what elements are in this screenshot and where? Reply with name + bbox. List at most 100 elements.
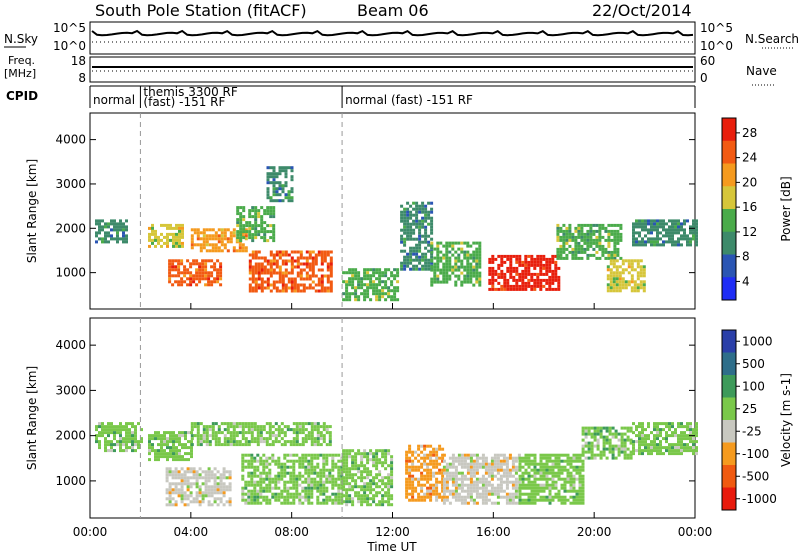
data-cell [400,264,404,268]
data-cell [287,271,291,275]
data-cell [629,456,633,460]
data-cell [509,257,513,261]
data-cell [236,221,240,225]
data-cell [533,453,537,457]
data-cell [211,434,215,438]
data-cell [497,263,501,267]
data-cell [438,471,442,475]
data-cell [562,256,566,260]
data-cell [260,262,264,266]
data-cell [211,243,215,247]
data-cell [251,227,255,231]
data-cell [301,495,305,499]
data-cell [650,219,653,223]
data-cell [490,489,494,493]
data-cell [665,240,668,244]
data-cell [595,244,599,248]
data-cell [334,483,338,487]
colorbar-tick-label: 8 [742,250,750,264]
data-cell [269,271,273,275]
data-cell [125,446,128,450]
data-cell [630,280,634,284]
data-cell [548,489,552,493]
data-cell [578,480,582,484]
data-cell [168,503,172,507]
data-cell [304,437,308,441]
data-cell [277,434,281,438]
data-cell [301,440,305,444]
data-cell [653,243,656,247]
data-cell [689,240,692,244]
data-cell [216,280,220,284]
data-cell [426,468,430,472]
data-cell [348,500,352,504]
data-cell [638,443,641,447]
data-cell [472,489,476,493]
data-cell [650,449,653,453]
data-cell [524,266,528,270]
data-cell [566,453,570,457]
data-cell [208,237,212,241]
data-cell [427,240,431,244]
data-cell [219,482,223,486]
data-cell [290,262,294,266]
data-cell [683,228,686,232]
data-cell [157,431,160,435]
data-cell [151,434,154,438]
data-cell [488,287,492,291]
data-cell [195,262,199,266]
data-cell [220,249,224,253]
data-cell [581,459,585,463]
data-cell [475,492,479,496]
data-cell [248,265,252,269]
data-cell [677,240,680,244]
data-cell [235,431,239,435]
data-cell [211,425,215,429]
data-cell [269,289,273,293]
data-cell [180,277,184,281]
data-cell [311,280,315,284]
data-cell [515,272,519,276]
data-cell [178,440,181,444]
data-cell [605,435,609,439]
data-cell [204,271,208,275]
data-cell [665,431,668,435]
data-cell [415,225,419,229]
data-cell [340,474,344,478]
data-cell [305,250,309,254]
data-cell [514,465,518,469]
data-cell [574,238,578,242]
data-cell [590,435,594,439]
data-cell [256,459,260,463]
data-cell [178,232,181,236]
data-cell [423,459,427,463]
data-cell [274,434,278,438]
data-cell [496,453,500,457]
data-cell [457,453,461,457]
data-cell [323,259,327,263]
data-cell [272,209,276,213]
data-cell [325,456,329,460]
data-cell [238,243,242,247]
data-cell [607,241,611,245]
data-cell [659,434,662,438]
data-cell [518,263,522,267]
data-cell [403,237,407,241]
data-cell [565,253,569,257]
data-cell [236,236,240,240]
data-cell [378,274,382,278]
data-cell [405,471,409,475]
data-cell [433,262,437,266]
data-cell [530,257,534,261]
data-cell [650,443,653,447]
data-cell [512,287,516,291]
data-cell [463,489,467,493]
data-cell [607,253,611,257]
data-cell [488,278,492,282]
data-cell [562,244,566,248]
data-cell [490,462,494,466]
data-cell [390,298,394,302]
data-cell [583,250,587,254]
data-cell [329,262,333,266]
data-cell [250,434,254,438]
